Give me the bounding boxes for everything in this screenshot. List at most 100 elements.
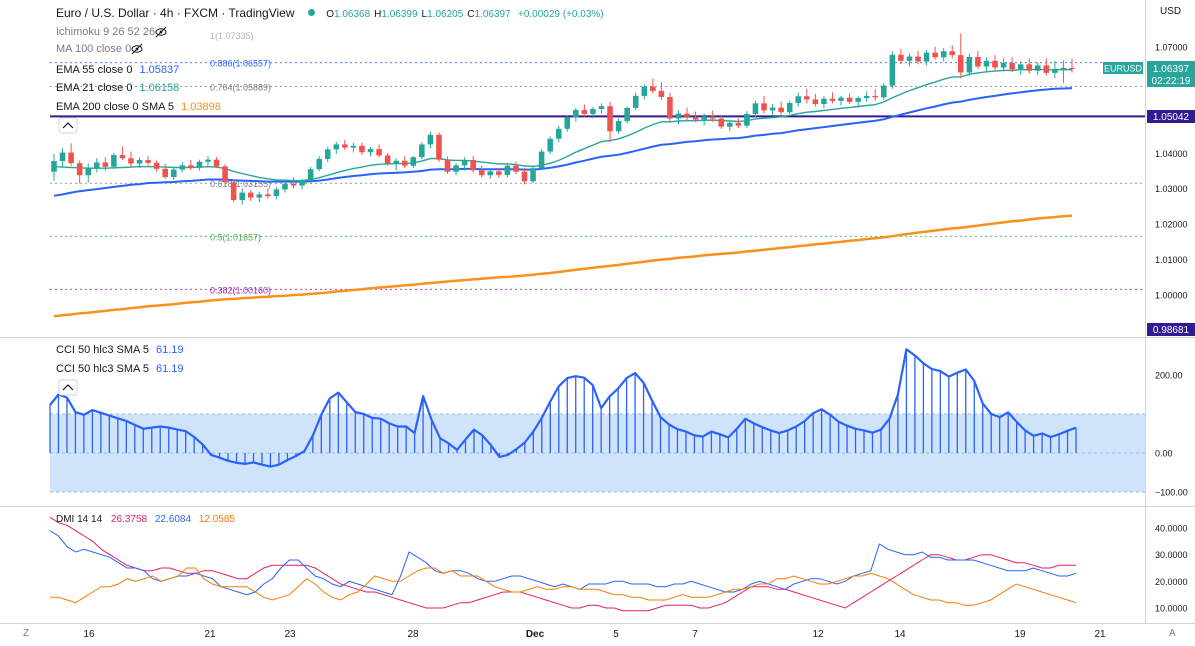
collapse-cci-button[interactable] [58, 379, 78, 396]
ma100-legend[interactable]: MA 100 close 0 [56, 43, 132, 55]
time-tick-label: 21 [204, 629, 216, 640]
candle-body [410, 157, 417, 166]
symbol-badge-text: EURUSD [1104, 64, 1143, 74]
candle-body [453, 165, 459, 172]
candle-body [590, 109, 596, 114]
ema200-line [53, 214, 1073, 318]
hline-badge-text: 1.05042 [1153, 112, 1190, 123]
candle-body [863, 95, 870, 99]
candle-body [196, 161, 203, 168]
candle-body [521, 171, 528, 182]
candle-body [1043, 65, 1050, 73]
time-tick-label: Dec [526, 629, 545, 640]
dmi-adx-value: 12.0585 [198, 514, 235, 525]
cci-legend-2[interactable]: CCI 50 hlc3 SMA 5 61.19 [56, 362, 184, 376]
candle-body [427, 134, 434, 145]
candle-body [513, 165, 519, 172]
candle-body [795, 96, 802, 103]
fib-retracement[interactable]: 1(1.07335) 0.886(1.06557) 0.764(1.05889) 0.… [50, 31, 1145, 295]
eye-off-icon[interactable] [155, 26, 167, 38]
dmi-tick-label: 20.0000 [1155, 577, 1188, 587]
dmi-legend[interactable]: DMI 14 14 26.3758 22.6084 12.0585 [56, 513, 235, 527]
candle-body [307, 169, 314, 181]
hline-badge: 1.05042 [1147, 110, 1195, 123]
time-tick-label: 12 [812, 629, 824, 640]
candle-body [359, 145, 365, 153]
time-tick-label: 21 [1094, 629, 1106, 640]
candle-body [992, 60, 998, 68]
time-axis[interactable]: 16 21 23 28 Dec 5 7 12 14 19 21 [83, 629, 1106, 640]
candle-body [136, 160, 143, 164]
candle-body [650, 86, 656, 91]
candle-body [872, 95, 879, 98]
dmi-tick-label: 10.0000 [1155, 604, 1188, 614]
ohlc-c: C1.06397 [467, 9, 511, 20]
candle-body [709, 116, 716, 119]
candle-body [752, 103, 759, 114]
candle-body [384, 155, 391, 164]
candle-body [812, 99, 819, 105]
eye-off-icon[interactable] [131, 43, 143, 55]
candle-body [478, 170, 485, 176]
candle-body [598, 106, 605, 109]
candle-body [615, 121, 622, 132]
chevron-up-icon [62, 384, 74, 391]
candle-body [932, 52, 938, 58]
market-status-dot [307, 9, 315, 16]
header-legend[interactable]: Euro / U.S. Dollar · 4h · FXCM · Trading… [56, 6, 604, 22]
candle-body [744, 113, 750, 126]
ema55-legend[interactable]: EMA 55 close 0 1.05837 [56, 63, 179, 77]
time-tick-label: 23 [284, 629, 296, 640]
fib-level-label: 0.886(1.06557) [210, 59, 271, 69]
candle-body [179, 165, 186, 170]
candle-body [333, 144, 340, 150]
candle-body [778, 107, 784, 113]
candles[interactable] [51, 33, 1075, 205]
candle-body [290, 183, 297, 186]
ichimoku-legend[interactable]: Ichimoku 9 26 52 26 [56, 26, 156, 38]
price-tick-label: 1.00000 [1155, 291, 1188, 301]
candle-body [538, 151, 545, 169]
candle-body [632, 95, 639, 108]
candle-body [273, 189, 280, 197]
cci-plot [49, 348, 1077, 468]
candle-body [247, 192, 254, 198]
chevron-up-icon [62, 122, 74, 129]
ema200-legend[interactable]: EMA 200 close 0 SMA 5 1.03898 [56, 100, 221, 114]
last-price-badge-bg [1147, 61, 1195, 87]
candle-body [1069, 67, 1075, 69]
cci-label: CCI 50 hlc3 SMA 5 [56, 344, 149, 356]
price-tick-label: 1.02000 [1155, 220, 1188, 230]
candle-body [76, 163, 83, 176]
price-tick-label: 1.07000 [1155, 43, 1188, 53]
ohlc-values: O1.06368 H1.06399 L1.06205 C1.06397 [326, 6, 514, 20]
candle-body [213, 159, 220, 167]
cci-tick-label: 0.00 [1155, 449, 1173, 459]
candle-body [188, 165, 194, 168]
collapse-cci-bg[interactable] [58, 379, 78, 396]
zoom-toggle[interactable]: Z [23, 628, 29, 639]
candle-body [68, 152, 74, 164]
candle-body [684, 113, 690, 117]
chart-title[interactable]: Euro / U.S. Dollar · 4h · FXCM · Trading… [56, 6, 295, 20]
auto-scale-toggle[interactable]: A [1169, 628, 1176, 639]
candle-body [59, 152, 66, 162]
low-badge: 0.98681 [1147, 323, 1195, 336]
candle-body [153, 162, 160, 169]
candle-body [641, 86, 648, 96]
collapse-legend-bg[interactable] [58, 117, 78, 134]
ema21-legend[interactable]: EMA 21 close 0 1.06158 [56, 81, 179, 95]
candle-body [906, 56, 913, 61]
candle-body [975, 56, 981, 67]
candle-body [821, 98, 827, 105]
currency-label[interactable]: USD [1160, 6, 1181, 17]
price-tick-label: 1.04000 [1155, 149, 1188, 159]
fib-level-label: 0.764(1.05889) [210, 82, 271, 92]
ema55-label: EMA 55 close 0 [56, 64, 133, 76]
collapse-legend-button[interactable] [58, 117, 78, 134]
candle-body [940, 51, 947, 58]
candle-body [282, 183, 288, 190]
cci-legend-1[interactable]: CCI 50 hlc3 SMA 5 61.19 [56, 343, 184, 357]
